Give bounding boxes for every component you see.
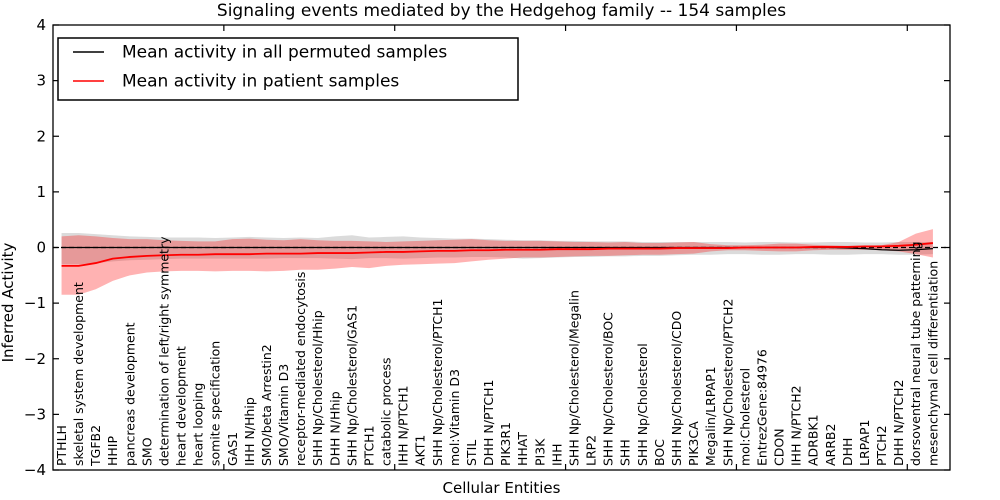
x-category-label: DHH N/PTCH1 [481,380,496,466]
x-category-label: Megalin/LRPAP1 [703,366,718,466]
mean-lines [61,242,934,267]
patient-mean-line [61,242,934,267]
x-category-label: SHH Np/Cholesterol/Hhip [310,310,325,466]
x-category-label: dorsoventral neural tube patterning [908,242,923,467]
chart-titles: Signaling events mediated by the Hedgeho… [0,1,786,497]
x-category-label: receptor-mediated endocytosis [293,272,308,466]
legend-entry-label: Mean activity in all permuted samples [122,43,447,63]
x-category-label: SHH Np/Cholesterol/Megalin [566,290,581,466]
axes-spines [52,24,951,471]
x-category-label: SHH Np/Cholesterol/PTCH2 [720,299,735,467]
y-tick-label: 4 [36,16,46,34]
permuted-samples-range-band [61,233,933,265]
x-category-label: EntrezGene:84976 [754,349,769,466]
y-tick-label: 1 [36,183,46,201]
x-category-label: SMO [139,437,154,466]
x-category-label: heart looping [191,383,206,466]
x-category-label: IHH [549,444,564,467]
x-category-label: PTCH2 [874,425,889,466]
x-category-label: PTCH1 [361,425,376,466]
legend-box [57,37,519,101]
x-category-label: heart development [174,346,189,466]
x-category-label: DHH N/PTCH2 [891,380,906,466]
x-category-label: AKT1 [413,435,428,466]
x-category-label: DHH [840,438,855,466]
x-category-label: HHAT [515,432,530,466]
x-category-label: SMO/Vitamin D3 [276,364,291,466]
legend-entry-label: Mean activity in patient samples [122,72,399,92]
x-category-label: somite specification [208,341,223,466]
x-category-label: SHH Np/Cholesterol/BOC [601,312,616,466]
chart-title: Signaling events mediated by the Hedgeho… [217,1,786,21]
x-category-label: IHH N/Hhip [242,397,257,466]
x-category-label: mol:Vitamin D3 [447,369,462,466]
x-category-label: skeletal system development [71,282,86,466]
y-tick-label: −2 [24,350,46,368]
x-category-label: mesenchymal cell differentiation [925,261,940,466]
x-category-label: SHH Np/Cholesterol [635,343,650,466]
confidence-bands [61,229,933,295]
patient-samples-range-band [61,229,933,295]
legend: Mean activity in all permuted samples Mea… [57,37,519,101]
y-tick-label: −1 [24,294,46,312]
y-tick-label: 3 [36,72,46,90]
x-category-label: LRPAP1 [857,420,872,466]
y-tick-labels: 4 3 2 1 0 −1 −2 −3 −4 [24,16,46,479]
x-category-label: STIL [464,440,479,466]
y-tick-label: 0 [36,239,46,257]
x-category-labels: PTHLH skeletal system development TGFB2 HHI… [54,236,940,467]
x-category-label: mol:Cholesterol [737,368,752,466]
x-category-label: PIK3CA [686,421,701,466]
x-category-label: ADRBK1 [806,414,821,466]
x-category-label: PI3K [532,438,547,466]
y-tick-label: −3 [24,405,46,423]
x-category-label: HHIP [105,436,120,466]
x-category-label: SHH Np/Cholesterol/GAS1 [344,305,359,466]
x-category-label: SHH Np/Cholesterol/CDO [669,311,684,466]
y-tick-label: −4 [24,461,46,479]
y-axis-label: Inferred Activity [0,242,17,362]
x-category-label: PIK3R1 [498,422,513,466]
x-category-label: BOC [652,439,667,466]
x-category-label: SHH [618,439,633,466]
x-category-label: ARRB2 [823,424,838,466]
y-tick-label: 2 [36,127,46,145]
x-category-label: pancreas development [122,322,137,466]
x-axis-label: Cellular Entities [443,479,561,497]
x-category-label: SMO/beta Arrestin2 [259,344,274,466]
x-category-label: SHH Np/Cholesterol/PTCH1 [430,299,445,467]
x-category-label: catabolic process [379,357,394,466]
x-category-label: LRP2 [584,435,599,466]
x-category-label: DHH N/Hhip [327,391,342,466]
x-category-label: determination of left/right symmetry [156,236,171,466]
x-category-label: TGFB2 [88,425,103,467]
x-category-label: PTHLH [54,425,69,466]
x-category-label: IHH N/PTCH2 [789,385,804,466]
x-category-label: CDON [772,428,787,466]
x-category-label: GAS1 [225,432,240,466]
x-category-label: IHH N/PTCH1 [396,385,411,466]
